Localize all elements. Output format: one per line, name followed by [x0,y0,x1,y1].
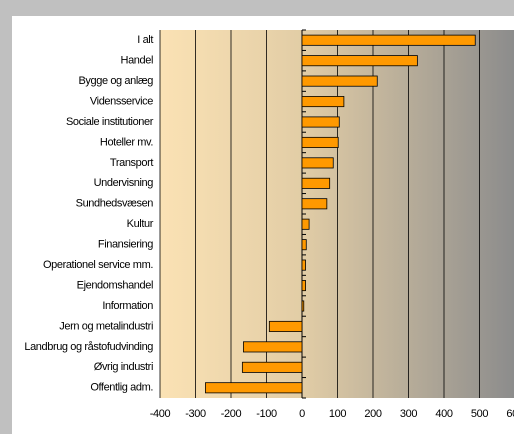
y-tick-label: Vidensservice [90,95,153,107]
bar [301,239,307,251]
x-tick-label: 0 [299,408,305,420]
x-tick-label: -400 [150,408,171,420]
bar [301,55,418,67]
y-tick-label: Undervisning [94,177,154,189]
bar [301,136,339,148]
y-tick-label: Information [102,300,153,312]
y-tick-label: Sociale institutioner [66,116,154,128]
bar [301,218,310,230]
y-tick-label: Offentlig adm. [90,382,153,394]
bar [241,361,303,373]
bar [301,300,305,312]
bar [301,280,306,292]
y-tick-label: Operationel service mm. [43,259,153,271]
bar [205,382,303,394]
bar [301,34,476,46]
x-tick-label: 400 [435,408,452,420]
bar [301,116,340,128]
bar [301,259,306,271]
x-tick-label: 600 [506,408,514,420]
y-tick-label: Øvrig industri [94,361,153,373]
x-tick-label: 300 [400,408,417,420]
bar [243,341,303,353]
y-tick-label: Jern og metalindustri [59,320,153,332]
y-tick-label: Sundhedsvæsen [76,198,154,210]
bar [301,198,328,210]
x-tick-label: 500 [471,408,488,420]
y-tick-label: Bygge og anlæg [78,75,153,87]
y-tick-label: Transport [110,157,153,169]
y-tick-label: Hoteller mv. [100,136,153,148]
y-tick-label: Finansiering [98,239,153,251]
bar [301,96,345,108]
x-tick-label: -200 [221,408,242,420]
x-tick-label: 100 [329,408,346,420]
y-tick-label: Kultur [127,218,154,230]
bar [301,177,331,189]
y-tick-label: Ejendomshandel [77,279,153,291]
y-tick-label: Handel [121,55,153,67]
x-tick-label: -100 [256,408,277,420]
x-tick-label: -300 [185,408,206,420]
bar [301,75,378,87]
y-tick-label: I alt [137,34,153,46]
y-tick-label: Landbrug og råstofudvinding [24,341,153,353]
bar [268,320,303,332]
plot-area [160,30,514,398]
bar [301,157,334,169]
x-tick-label: 200 [364,408,381,420]
